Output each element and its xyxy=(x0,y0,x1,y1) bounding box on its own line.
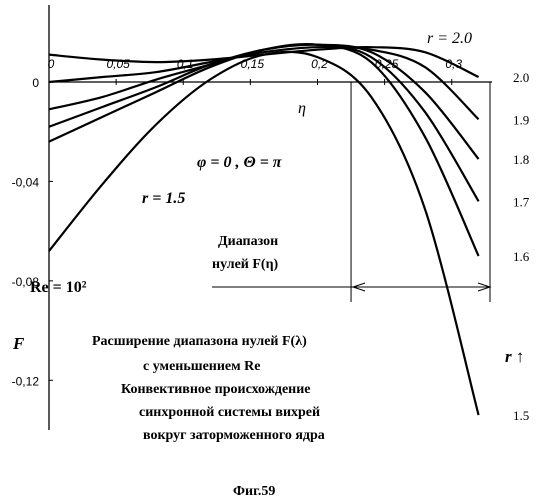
annotation-desc-1: Расширение диапазона нулей F(λ) xyxy=(92,334,307,349)
series-labels: 1.5 1.6 1.7 1.8 1.9 2.0 xyxy=(513,70,530,423)
series-label-r-1.7: 1.7 xyxy=(513,194,530,209)
figure-caption: Фиг.59 xyxy=(233,484,275,499)
annotation-desc-3: Конвективное происхождение xyxy=(121,382,311,397)
series-label-r-1.6: 1.6 xyxy=(513,249,530,264)
annotation-phi-theta: φ = 0 , Θ = π xyxy=(197,154,283,171)
annotation-range-title-1: Диапазон xyxy=(218,234,278,249)
series-lines xyxy=(49,44,479,415)
x-axis-label: η xyxy=(298,100,306,117)
y-tick-label: 0 xyxy=(32,76,39,90)
annotation-desc-5: вокруг заторможенного ядра xyxy=(143,428,325,443)
y-tick-label: -0,12 xyxy=(12,374,40,388)
y-axis-label: F xyxy=(12,334,25,353)
annotation-r-top: r = 2.0 xyxy=(427,30,472,47)
annotation-desc-4: синхронной системы вихрей xyxy=(139,405,320,420)
annotation-re: Re = 10² xyxy=(30,279,87,296)
x-tick-label: 0 xyxy=(48,57,55,71)
x-tick-label: 0,15 xyxy=(241,57,265,71)
y-tick-label: -0,04 xyxy=(12,175,40,189)
series-label-r-1.8: 1.8 xyxy=(513,152,529,167)
series-label-r-1.9: 1.9 xyxy=(513,112,529,127)
series-label-r-1.5: 1.5 xyxy=(513,408,529,423)
annotation-range-title-2: нулей F(η) xyxy=(212,257,279,272)
annotation-r-bottom: r = 1.5 xyxy=(142,190,185,207)
series-label-r-2.0: 2.0 xyxy=(513,70,529,85)
annotation-r-arrow: r ↑ xyxy=(505,347,524,366)
annotation-desc-2: с уменьшением Re xyxy=(143,359,261,374)
